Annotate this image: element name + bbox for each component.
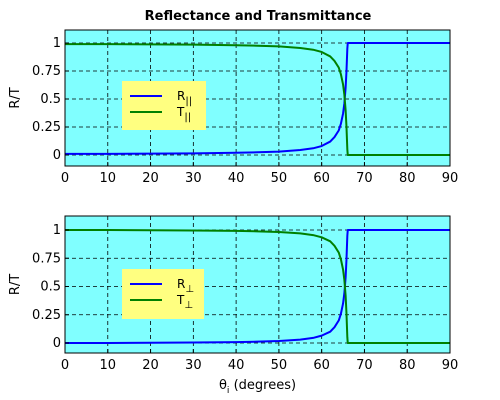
series-line-transmittance — [65, 229, 450, 344]
y-tick-label: 0.75 — [32, 251, 61, 266]
chart-title: Reflectance and Transmittance — [145, 9, 372, 24]
y-tick-label: 0.25 — [32, 120, 61, 135]
y-tick-label: 1 — [53, 223, 61, 238]
x-tick-label: 50 — [271, 358, 288, 373]
x-tick-label: 80 — [399, 171, 416, 186]
x-tick-label: 70 — [356, 358, 373, 373]
bottom-panel: 0 10 20 30 40 50 60 70 80 90 0 0.25 0.5 0.75 1 R/T θi (d… — [8, 215, 459, 396]
x-tick-label: 20 — [142, 358, 159, 373]
y-tick-label: 0.25 — [32, 308, 61, 323]
x-tick-label: 0 — [61, 171, 69, 186]
x-axis-label: θi (degrees) — [219, 378, 296, 396]
x-tick-label: 20 — [142, 171, 159, 186]
top-panel: 0 10 20 30 40 50 60 70 80 90 0 0.25 0.5 0.75 1 R/T R||T|… — [8, 29, 459, 186]
x-tick-label: 0 — [61, 358, 69, 373]
plot-frame — [64, 29, 451, 167]
legend-label: T⊥ — [176, 293, 193, 311]
y-axis-label: R/T — [8, 274, 23, 295]
x-tick-label: 90 — [442, 358, 459, 373]
y-axis-label: R/T — [8, 87, 23, 108]
y-tick-label: 1 — [53, 36, 61, 51]
x-tick-label: 70 — [356, 171, 373, 186]
y-tick-label: 0.5 — [40, 280, 61, 295]
x-tick-label: 30 — [185, 358, 202, 373]
series-line-reflectance — [65, 42, 450, 155]
x-tick-label: 30 — [185, 171, 202, 186]
legend-box — [122, 269, 204, 319]
x-tick-label: 40 — [228, 171, 245, 186]
y-tick-label: 0.75 — [32, 64, 61, 79]
y-tick-label: 0 — [53, 148, 61, 163]
legend-label: R⊥ — [177, 277, 194, 295]
legend-box — [122, 81, 206, 130]
y-tick-label: 0.5 — [40, 92, 61, 107]
plot-frame — [64, 215, 451, 354]
series-line-transmittance — [65, 43, 450, 156]
legend: R||T|| — [122, 81, 206, 130]
x-tick-label: 50 — [271, 171, 288, 186]
x-tick-label: 60 — [313, 358, 330, 373]
y-tick-label: 0 — [53, 336, 61, 351]
x-tick-label: 10 — [100, 358, 117, 373]
legend-label: T|| — [176, 105, 191, 123]
series-line-reflectance — [65, 229, 450, 344]
x-tick-label: 10 — [100, 171, 117, 186]
x-tick-label: 80 — [399, 358, 416, 373]
x-tick-label: 40 — [228, 358, 245, 373]
legend: R⊥T⊥ — [122, 269, 204, 319]
x-tick-label: 90 — [442, 171, 459, 186]
x-tick-label: 60 — [313, 171, 330, 186]
legend-label: R|| — [177, 89, 192, 107]
